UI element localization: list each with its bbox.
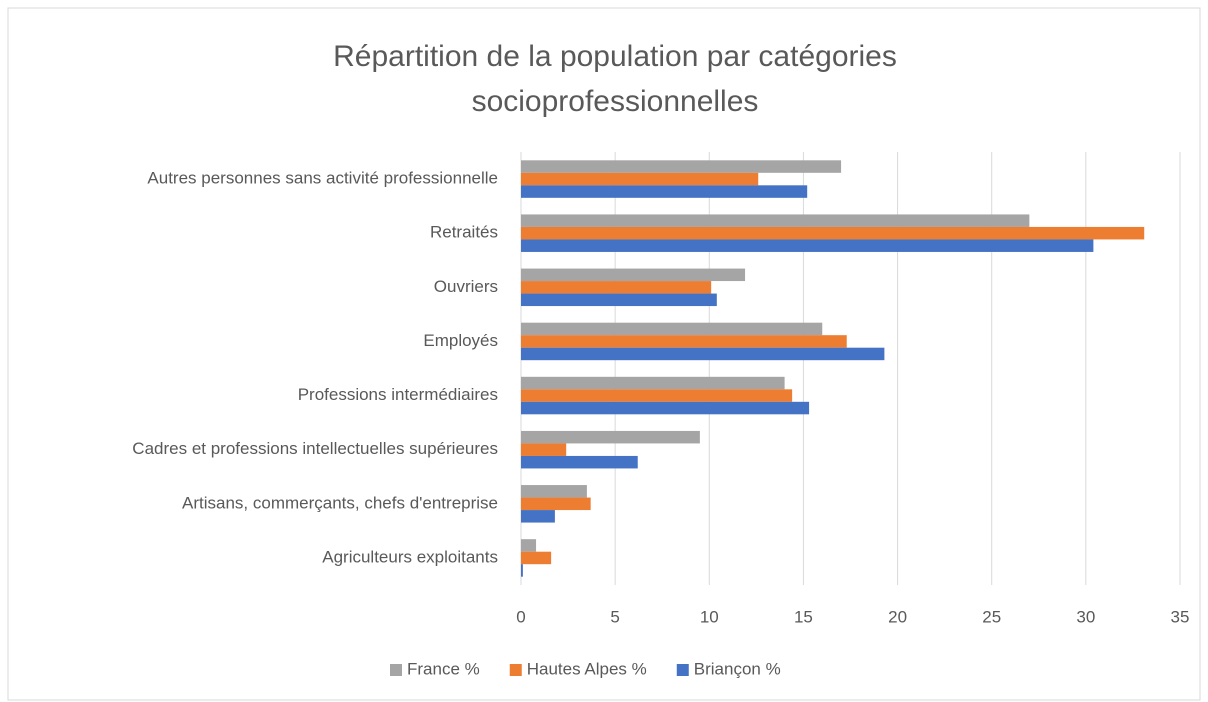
x-tick-label: 20: [888, 607, 907, 626]
chart-title: socioprofessionnelles: [472, 85, 759, 118]
legend-label: France %: [407, 659, 480, 678]
bar: [521, 293, 717, 307]
bar: [521, 226, 1145, 240]
bar: [521, 185, 808, 198]
x-tick-label: 35: [1171, 607, 1190, 626]
bar: [521, 389, 793, 402]
x-tick-label: 10: [700, 607, 719, 626]
bar: [521, 539, 537, 552]
y-tick-label: Employés: [423, 331, 498, 350]
bar: [521, 485, 587, 498]
bar: [521, 564, 523, 577]
bar: [521, 497, 591, 511]
bar: [521, 322, 823, 336]
y-tick-label: Professions intermédiaires: [298, 385, 498, 404]
legend-swatch: [390, 664, 402, 676]
bar: [521, 214, 1030, 227]
bar: [521, 239, 1094, 252]
bar: [521, 443, 567, 456]
x-tick-label: 5: [610, 607, 619, 626]
bar: [521, 376, 785, 390]
bar: [521, 510, 555, 523]
legend-swatch: [676, 664, 689, 676]
bar: [521, 172, 759, 186]
bar: [521, 455, 638, 469]
legend-label: Hautes Alpes %: [527, 659, 647, 678]
bar: [521, 347, 885, 361]
y-tick-label: Agriculteurs exploitants: [322, 547, 498, 566]
x-tick-label: 15: [794, 607, 813, 626]
y-tick-label: Retraités: [430, 223, 498, 242]
x-tick-label: 30: [1076, 607, 1095, 626]
y-tick-label: Cadres et professions intellectuelles su…: [132, 439, 498, 458]
bar: [521, 335, 847, 348]
legend-label: Briançon %: [694, 659, 781, 678]
bar: [521, 268, 746, 282]
y-tick-label: Artisans, commerçants, chefs d'entrepris…: [182, 493, 498, 512]
bar: [521, 160, 842, 173]
legend-swatch: [509, 664, 522, 676]
x-tick-label: 0: [516, 607, 525, 626]
bar: [521, 430, 700, 444]
bar: [521, 401, 810, 415]
y-tick-label: Autres personnes sans activité professio…: [147, 169, 498, 188]
bar: [521, 281, 712, 294]
y-tick-label: Ouvriers: [434, 277, 498, 296]
bar: [521, 551, 552, 565]
chart-title: Répartition de la population par catégor…: [333, 40, 897, 73]
x-tick-label: 25: [982, 607, 1001, 626]
